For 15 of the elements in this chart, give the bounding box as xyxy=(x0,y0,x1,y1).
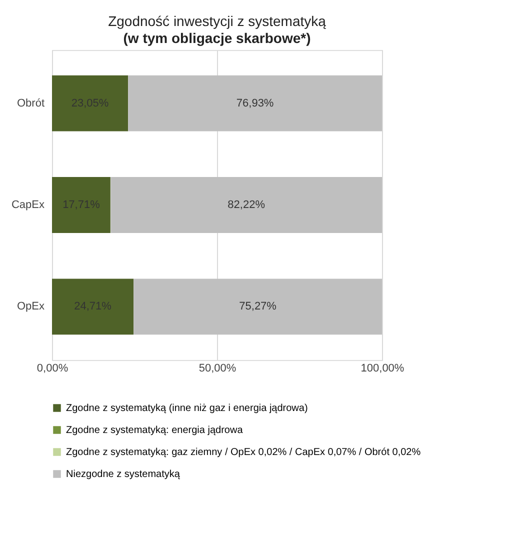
y-tick-label: OpEx xyxy=(16,300,45,313)
x-tick-label: 0,00% xyxy=(36,362,68,374)
legend-label: Zgodne z systematyką: gaz ziemny / OpEx 0,02% / CapEx 0,07% / Obrót 0,02% xyxy=(66,447,421,458)
y-tick-label: CapEx xyxy=(11,199,45,211)
chart-title: Zgodność inwestycji z systematyką xyxy=(108,13,326,29)
x-tick-label: 100,00% xyxy=(360,362,404,374)
data-label: 82,22% xyxy=(228,199,266,211)
legend-label: Niezgodne z systematyką xyxy=(66,469,180,480)
data-label: 75,27% xyxy=(239,300,277,313)
legend-label: Zgodne z systematyką (inne niż gaz i energia jądrowa) xyxy=(66,403,308,414)
data-label: 76,93% xyxy=(236,97,274,110)
y-tick-label: Obrót xyxy=(16,97,44,110)
legend-label: Zgodne z systematyką: energia jądrowa xyxy=(66,425,244,436)
chart-subtitle: (w tym obligacje skarbowe*) xyxy=(123,30,311,46)
x-tick-label: 50,00% xyxy=(198,362,236,374)
